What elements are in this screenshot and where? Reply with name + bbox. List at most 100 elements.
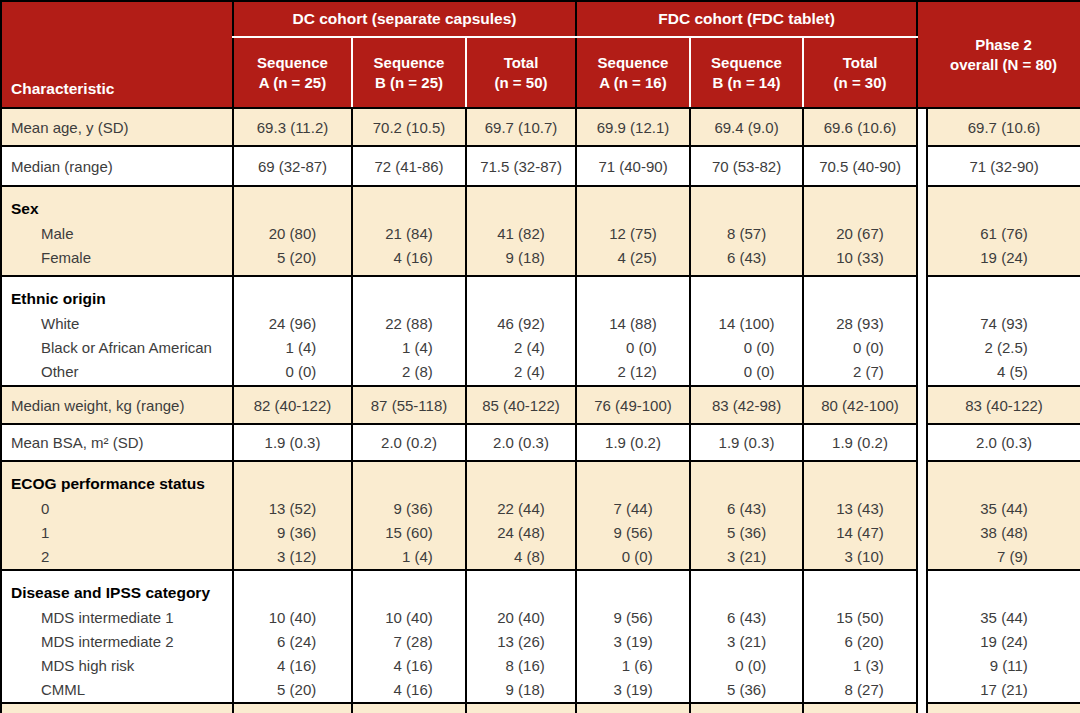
value-cell: 13 (52) 9 (36) 3 (12) [233,461,352,570]
value-cell [690,703,803,713]
value: 22 (44) [497,497,545,521]
value-stack: 9 (36) 15 (60) 1 (4) [385,470,433,569]
spacer [497,470,545,497]
value-cell: 6 (43) 5 (36) 3 (21) [690,461,803,570]
value-cell: 6 (43) 3 (21) 0 (0) 5 (36) [690,570,803,703]
value-stack: 74 (93) 2 (2.5) 4 (5) [980,285,1028,384]
spacer [980,285,1028,312]
spacer [980,195,1028,222]
value: 2 (8) [385,360,433,384]
spacer [269,579,317,606]
value-cell: 69.4 (9.0) [690,108,803,146]
group-label: ECOG performance status [11,470,232,497]
value: 74 (93) [980,312,1028,336]
value-stack: 28 (93) 0 (0) 2 (7) [836,285,884,384]
value: 13 (26) [497,630,545,654]
column-gap [917,386,927,424]
column-gap [917,703,927,713]
value: 1 (4) [385,545,433,569]
value-cell: 14 (100) 0 (0) 0 (0) [690,276,803,386]
spacer [727,470,766,497]
spacer [836,579,884,606]
column-header-dc-seq-a: Sequence A (n = 25) [233,37,352,108]
value-cell: 13 (43) 14 (47) 3 (10) [803,461,917,570]
value: 6 (43) [727,246,766,270]
value: 19 (24) [980,246,1028,270]
value: 5 (20) [269,678,317,702]
spacer [980,470,1028,497]
value: 8 (16) [497,654,545,678]
value-cell: 71.5 (32-87) [466,146,576,186]
spacer [269,195,317,222]
col-line1: Total [804,53,916,73]
row-label: Ethnic origin White Black or African Ame… [1,276,233,386]
col-line1: Sequence [691,53,802,73]
column-header-fdc-seq-b: Sequence B (n = 14) [690,37,803,108]
value-stack: 6 (43) 5 (36) 3 (21) [727,470,766,569]
spacer [385,195,433,222]
value: 35 (44) [980,497,1028,521]
value-cell: 10 (40) 7 (28) 4 (16) 4 (16) [352,570,466,703]
value-stack: 21 (84) 4 (16) [385,195,433,270]
value-cell: 28 (93) 0 (0) 2 (7) [803,276,917,386]
sub-row-label: 0 [11,497,232,521]
sub-row-label: MDS intermediate 2 [11,630,232,654]
value: 17 (21) [980,678,1028,702]
value: 21 (84) [385,222,433,246]
spacer [980,579,1028,606]
value-cell: 24 (96) 1 (4) 0 (0) [233,276,352,386]
value: 4 (8) [497,545,545,569]
value: 2 (4) [497,336,545,360]
table-row-median-range: Median (range) 69 (32-87) 72 (41-86) 71.… [1,146,1080,186]
value: 4 (16) [385,654,433,678]
table-row-disease-ipss: Disease and IPSS category MDS intermedia… [1,570,1080,703]
header-gap [917,1,927,108]
value: 8 (57) [727,222,766,246]
value-cell: 15 (50) 6 (20) 1 (3) 8 (27) [803,570,917,703]
row-label: Median (range) [1,146,233,186]
value: 5 (36) [727,521,766,545]
value: 41 (82) [497,222,545,246]
value-cell: 70.5 (40-90) [803,146,917,186]
col-line2: B (n = 25) [353,73,465,93]
col-line1: Sequence [353,53,465,73]
value: 2 (7) [836,360,884,384]
value: 20 (67) [836,222,884,246]
value-cell: 2.0 (0.3) [466,424,576,461]
spacer [497,579,545,606]
value-cell: 10 (40) 6 (24) 4 (16) 5 (20) [233,570,352,703]
value: 9 (18) [497,246,545,270]
value: 15 (50) [836,606,884,630]
value-cell: 1.9 (0.3) [233,424,352,461]
value-cell: 21 (84) 4 (16) [352,186,466,276]
spacer [613,470,652,497]
phase2-line2: overall (N = 80) [927,55,1080,75]
value-stack: 61 (76) 19 (24) [980,195,1028,270]
value: 4 (16) [385,678,433,702]
spacer [497,285,545,312]
col-line2: (n = 50) [467,73,575,93]
spacer [727,195,766,222]
phase2-line1: Phase 2 [927,35,1080,55]
value-cell: 69 (32-87) [233,146,352,186]
value: 7 (44) [613,497,652,521]
value-stack: 20 (67) 10 (33) [836,195,884,270]
value-cell: 41 (82) 9 (18) [466,186,576,276]
patient-characteristics-table: Characteristic DC cohort (separate capsu… [0,0,1080,713]
value-cell [576,703,690,713]
value: 0 (0) [836,336,884,360]
sub-row-label: 2 [11,545,232,569]
value-cell: 74 (93) 2 (2.5) 4 (5) [927,276,1080,386]
value-cell: 8 (57) 6 (43) [690,186,803,276]
value: 9 (56) [613,521,652,545]
value-cell: 85 (40-122) [466,386,576,424]
column-gap [917,276,927,386]
column-gap [917,570,927,703]
value: 2 (12) [609,360,657,384]
value-cell: 83 (42-98) [690,386,803,424]
value: 0 (0) [719,360,775,384]
sub-row-label: Male [11,222,232,246]
value: 1 (6) [613,654,652,678]
value-stack: 41 (82) 9 (18) [497,195,545,270]
value: 1 (4) [269,336,317,360]
